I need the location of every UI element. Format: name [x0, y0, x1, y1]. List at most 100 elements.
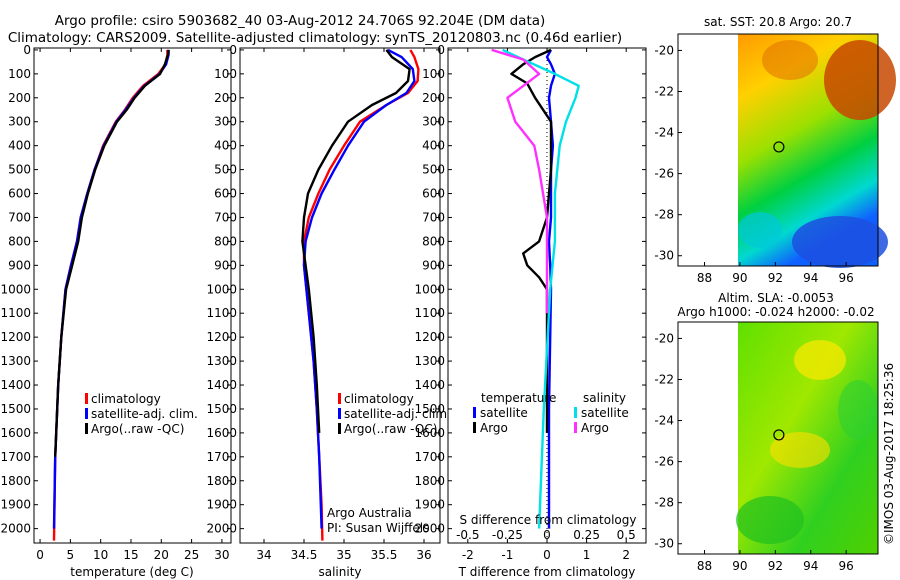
depth-tick-label: 1200 — [206, 330, 237, 344]
salinity-x-ticks: 34 34.5 35 35.5 36 — [256, 48, 432, 562]
x-tick-label: 2 — [622, 548, 630, 562]
legend-temperature-title: temperature — [481, 391, 556, 405]
salinity-xlabel: salinity — [318, 565, 361, 579]
depth-tick-label: 1900 — [0, 498, 31, 512]
lon-tick-label: 88 — [697, 559, 712, 573]
sst-map: sat. SST: 20.8 Argo: 20.7 -20-22-24-26-2… — [654, 15, 896, 285]
depth-tick-label: 200 — [214, 91, 237, 105]
legend-t-argo-label: Argo — [480, 421, 508, 435]
lat-tick-label: -30 — [654, 537, 674, 551]
salinity-series — [301, 48, 420, 541]
depth-tick-label: 200 — [422, 91, 445, 105]
legend-s-satellite-swatch — [574, 407, 577, 418]
legend-s-argo-swatch — [574, 422, 577, 433]
lat-tick-label: -20 — [654, 331, 674, 345]
depth-tick-label: 1700 — [414, 450, 445, 464]
difference-series — [491, 48, 580, 529]
depth-tick-label: 1500 — [0, 402, 31, 416]
x-tick-label: 30 — [214, 548, 229, 562]
depth-tick-label: 200 — [8, 91, 31, 105]
sla-high-patch — [794, 340, 846, 380]
s-tick-label: -0.25 — [492, 528, 523, 542]
lon-tick-label: 90 — [732, 271, 747, 285]
depth-tick-label: 1900 — [414, 498, 445, 512]
lat-tick-label: -24 — [654, 414, 674, 428]
depth-tick-label: 500 — [422, 163, 445, 177]
lat-tick-label: -22 — [654, 84, 674, 98]
series-line-argo-raw-qc- — [301, 49, 411, 433]
depth-tick-label: 2000 — [0, 522, 31, 536]
depth-tick-label: 1900 — [206, 498, 237, 512]
s-tick-label: 0.5 — [617, 528, 636, 542]
legend-satellite-label: satellite-adj. clim. — [344, 407, 451, 421]
legend-climatology-label: climatology — [344, 392, 414, 406]
sla-map-axes: -20 -22 -24 -26 -28 -30 88 90 92 94 96 — [654, 331, 853, 573]
sst-cool-region — [792, 216, 888, 268]
sst-map-axes: -20 -22 -24 -26 -28 -30 88 90 92 94 96 — [654, 43, 853, 285]
x-tick-label: 1 — [583, 548, 591, 562]
legend-argo-label: Argo(..raw -QC) — [344, 422, 437, 436]
depth-tick-label: 600 — [214, 187, 237, 201]
s-difference-label: S difference from climatology — [460, 513, 637, 527]
x-tick-label: 25 — [184, 548, 199, 562]
depth-tick-label: 500 — [214, 163, 237, 177]
series-line-salinity-argo — [491, 48, 549, 314]
series-line-argo-raw-qc- — [54, 49, 170, 457]
legend-argo-label: Argo(..raw -QC) — [91, 422, 184, 436]
x-tick-label: 36 — [416, 548, 431, 562]
depth-tick-label: 800 — [214, 234, 237, 248]
depth-tick-label: 1600 — [414, 426, 445, 440]
salinity-frame — [239, 47, 441, 544]
lat-tick-label: -28 — [654, 208, 674, 222]
legend-salinity-title: salinity — [583, 391, 626, 405]
x-tick-label: 35.5 — [371, 548, 398, 562]
sst-warm-patch — [762, 40, 818, 80]
lon-tick-label: 96 — [839, 559, 854, 573]
depth-tick-label: 600 — [422, 187, 445, 201]
depth-tick-label: 400 — [214, 139, 237, 153]
x-tick-label: 34.5 — [291, 548, 318, 562]
depth-tick-label: 100 — [8, 67, 31, 81]
depth-tick-label: 2000 — [206, 522, 237, 536]
sla-low-patch — [736, 496, 804, 544]
lon-tick-label: 90 — [732, 559, 747, 573]
depth-tick-label: 300 — [214, 115, 237, 129]
lon-tick-label: 94 — [803, 271, 818, 285]
depth-tick-label: 900 — [214, 258, 237, 272]
depth-tick-label: 1800 — [0, 474, 31, 488]
depth-tick-label: 600 — [8, 187, 31, 201]
depth-tick-label: 1800 — [414, 474, 445, 488]
imos-credit: ©IMOS 03-Aug-2017 18:25:36 — [882, 363, 896, 545]
depth-tick-label: 1300 — [206, 354, 237, 368]
depth-tick-label: 700 — [422, 210, 445, 224]
depth-tick-label: 0 — [23, 43, 31, 57]
legend-satellite-swatch — [85, 408, 88, 419]
depth-tick-label: 1100 — [0, 306, 31, 320]
depth-tick-label: 1000 — [0, 282, 31, 296]
depth-tick-label: 100 — [214, 67, 237, 81]
lon-tick-label: 88 — [697, 271, 712, 285]
depth-tick-label: 1300 — [414, 354, 445, 368]
depth-tick-label: 1500 — [206, 402, 237, 416]
salinity-depth-ticks: 0 100 200 300 400 500 600 700 800 900 1000 1100 1200… — [206, 43, 440, 536]
depth-tick-label: 500 — [8, 163, 31, 177]
depth-tick-label: 1800 — [206, 474, 237, 488]
legend-t-satellite-swatch — [473, 407, 476, 418]
x-tick-label: 10 — [93, 548, 108, 562]
depth-tick-label: 900 — [8, 258, 31, 272]
sst-warm-region — [824, 40, 896, 120]
legend-t-argo-swatch — [473, 422, 476, 433]
depth-tick-label: 300 — [422, 115, 445, 129]
legend-t-satellite-label: satellite — [480, 406, 528, 420]
lat-tick-label: -30 — [654, 249, 674, 263]
x-tick-label: -1 — [501, 548, 513, 562]
legend-s-argo-label: Argo — [581, 421, 609, 435]
x-tick-label: 20 — [154, 548, 169, 562]
depth-tick-label: 800 — [422, 234, 445, 248]
x-tick-label: 34 — [256, 548, 271, 562]
argo-location-marker — [773, 429, 785, 441]
depth-tick-label: 1300 — [0, 354, 31, 368]
series-line-temperature-argo — [510, 48, 553, 433]
sla-map-subtitle: Argo h1000: -0.024 h2000: -0.02 — [677, 305, 874, 319]
s-tick-label: 0 — [543, 528, 551, 542]
